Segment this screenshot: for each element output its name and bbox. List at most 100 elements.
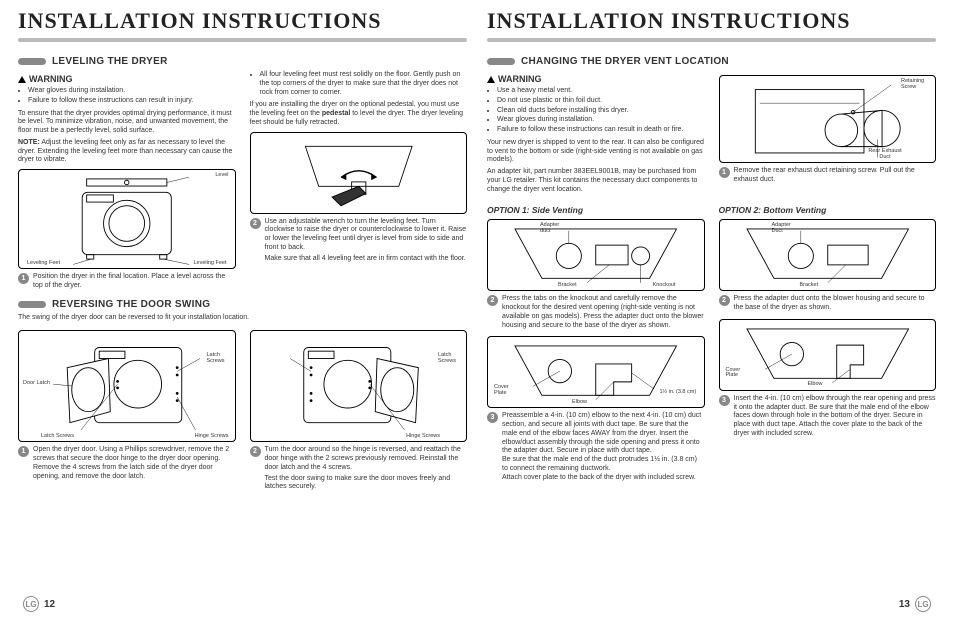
bullet: All four leveling feet must rest solidly…: [260, 71, 468, 97]
leveling-step-1: 1 Position the dryer in the final locati…: [18, 273, 236, 291]
step-number: 1: [18, 273, 29, 284]
callout-level: Level: [215, 173, 228, 179]
step-text: Preassemble a 4-in. (10 cm) elbow to the…: [502, 412, 705, 482]
step-text: Position the dryer in the final location…: [33, 273, 236, 291]
step-number: 1: [719, 167, 730, 178]
step-number: 2: [487, 295, 498, 306]
opt1-step-2: 2 Press the tabs on the knockout and car…: [487, 295, 705, 330]
section-title: LEVELING THE DRYER: [52, 56, 168, 67]
section-leveling: LEVELING THE DRYER: [18, 56, 467, 67]
callout-knockout: Knockout: [653, 283, 676, 289]
step-text: Open the dryer door. Using a Phillips sc…: [33, 446, 236, 481]
step-text: Use an adjustable wrench to turn the lev…: [265, 218, 468, 253]
callout-bracket: Bracket: [800, 283, 819, 289]
col2-bullets: All four leveling feet must rest solidly…: [250, 71, 468, 97]
step-text: Press the adapter duct onto the blower h…: [734, 295, 937, 313]
leveling-note: NOTE: Adjust the leveling feet only as f…: [18, 139, 236, 165]
page-title-right: INSTALLATION INSTRUCTIONS: [487, 8, 936, 34]
reversing-step-1: 1 Open the dryer door. Using a Phillips …: [18, 446, 236, 481]
section-tab: [487, 58, 515, 65]
callout-hinge-screws: Hinge Screws: [406, 434, 440, 440]
figure-door-open-2: Latch Screws Hinge Screws: [250, 330, 468, 442]
section-title: REVERSING THE DOOR SWING: [52, 299, 210, 310]
header-bar: [18, 38, 467, 42]
bullet: Do not use plastic or thin foil duct.: [497, 97, 705, 106]
callout-latch-screws: Latch Screws: [41, 434, 74, 440]
step-number: 2: [250, 218, 261, 229]
bullet: Failure to follow these instructions can…: [28, 97, 236, 106]
callout-hinge-screws: Hinge Screws: [195, 434, 229, 440]
warning-heading: WARNING: [18, 74, 236, 84]
option-1-title: OPTION 1: Side Venting: [487, 205, 705, 215]
callout-elbow: Elbow: [572, 400, 587, 406]
leveling-step-2: 2 Use an adjustable wrench to turn the l…: [250, 218, 468, 253]
callout-bracket: Bracket: [558, 283, 577, 289]
callout-feet: Leveling Feet: [27, 261, 60, 267]
header-bar: [487, 38, 936, 42]
figure-opt2-elbow: Cover Plate Elbow: [719, 319, 937, 391]
step-number: 2: [719, 295, 730, 306]
callout-adapter: Adapter Duct: [772, 223, 800, 234]
warning-icon: [18, 76, 26, 83]
figure-opt1-elbow: Cover Plate Elbow 1½ in. (3.8 cm): [487, 336, 705, 408]
reversing-intro: The swing of the dryer door can be rever…: [18, 314, 467, 323]
page-right: INSTALLATION INSTRUCTIONS CHANGING THE D…: [477, 0, 954, 618]
callout-latch-screws: Latch Screws: [207, 353, 231, 364]
reversing-step-2: 2 Turn the door around so the hinge is r…: [250, 446, 468, 472]
bullet: Wear gloves during installation.: [497, 116, 705, 125]
step-text: Remove the rear exhaust duct retaining s…: [734, 167, 937, 185]
reversing-columns: Door Latch Latch Screws Hinge Screws Lat…: [18, 326, 467, 495]
callout-adapter: Adapter duct: [540, 223, 568, 234]
section-tab: [18, 58, 46, 65]
callout-feet: Leveling Feet: [193, 261, 226, 267]
lg-logo-icon: LG: [23, 596, 39, 612]
bullet: Failure to follow these instructions can…: [497, 126, 705, 135]
leveling-col-1: WARNING Wear gloves during installation.…: [18, 71, 236, 291]
callout-cover: Cover Plate: [494, 385, 518, 396]
pedestal-para: If you are installing the dryer on the o…: [250, 101, 468, 127]
vent-options-columns: OPTION 1: Side Venting Adapter duct Brac…: [487, 201, 936, 482]
bullet: Use a heavy metal vent.: [497, 87, 705, 96]
section-title: CHANGING THE DRYER VENT LOCATION: [521, 56, 729, 67]
step-text-b: Be sure that the male end of the duct pr…: [502, 456, 697, 472]
vent-col-1: WARNING Use a heavy metal vent. Do not u…: [487, 71, 705, 197]
page-footer-left: LG 12: [18, 596, 467, 612]
step-number: 3: [487, 412, 498, 423]
page-title-left: INSTALLATION INSTRUCTIONS: [18, 8, 467, 34]
step2-extra: Test the door swing to make sure the doo…: [265, 475, 468, 493]
figure-door-open-1: Door Latch Latch Screws Hinge Screws Lat…: [18, 330, 236, 442]
figure-opt1-adapter: Adapter duct Bracket Knockout: [487, 219, 705, 291]
section-reversing: REVERSING THE DOOR SWING: [18, 299, 467, 310]
vent-step-1: 1 Remove the rear exhaust duct retaining…: [719, 167, 937, 185]
page-left: INSTALLATION INSTRUCTIONS LEVELING THE D…: [0, 0, 477, 618]
vent-top-columns: WARNING Use a heavy metal vent. Do not u…: [487, 71, 936, 197]
step-text: Turn the door around so the hinge is rev…: [265, 446, 468, 472]
warning-bullets: Use a heavy metal vent. Do not use plast…: [487, 87, 705, 135]
figure-leveling-dryer: Level Leveling Feet Leveling Feet: [18, 169, 236, 269]
warning-label: WARNING: [29, 74, 73, 84]
section-vent: CHANGING THE DRYER VENT LOCATION: [487, 56, 936, 67]
callout-length: 1½ in. (3.8 cm): [660, 390, 700, 396]
step-text: Insert the 4-in. (10 cm) elbow through t…: [734, 395, 937, 439]
lg-logo-icon: LG: [915, 596, 931, 612]
callout-cover: Cover Plate: [726, 368, 750, 379]
step2-extra: Make sure that all 4 leveling feet are i…: [265, 255, 468, 264]
opt2-step-2: 2 Press the adapter duct onto the blower…: [719, 295, 937, 313]
reversing-col-2: Latch Screws Hinge Screws 2 Turn the doo…: [250, 326, 468, 495]
callout-retaining: Retaining Screw: [901, 79, 931, 90]
warning-label: WARNING: [498, 74, 542, 84]
option-2-col: OPTION 2: Bottom Venting Adapter Duct Br…: [719, 201, 937, 482]
page-footer-right: 13 LG: [487, 596, 936, 612]
warning-bullets: Wear gloves during installation. Failure…: [18, 87, 236, 106]
vent-col-2: Retaining Screw Rear Exhaust Duct 1 Remo…: [719, 71, 937, 197]
leveling-col-2: All four leveling feet must rest solidly…: [250, 71, 468, 291]
vent-para-1: Your new dryer is shipped to vent to the…: [487, 139, 705, 165]
page-number: 13: [899, 599, 910, 610]
option-2-title: OPTION 2: Bottom Venting: [719, 205, 937, 215]
bullet: Wear gloves during installation.: [28, 87, 236, 96]
figure-rear-exhaust: Retaining Screw Rear Exhaust Duct: [719, 75, 937, 163]
option-1-col: OPTION 1: Side Venting Adapter duct Brac…: [487, 201, 705, 482]
leveling-columns: WARNING Wear gloves during installation.…: [18, 71, 467, 291]
reversing-col-1: Door Latch Latch Screws Hinge Screws Lat…: [18, 326, 236, 495]
callout-door-latch: Door Latch: [23, 381, 50, 387]
